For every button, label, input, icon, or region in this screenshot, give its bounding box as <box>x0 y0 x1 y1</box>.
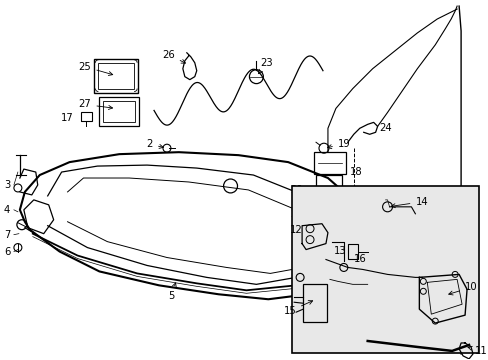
Text: 2: 2 <box>146 139 163 149</box>
Bar <box>313 152 345 174</box>
Text: 11: 11 <box>467 346 487 356</box>
Text: 8: 8 <box>357 205 363 215</box>
Text: 1: 1 <box>337 282 351 302</box>
Text: 9: 9 <box>373 207 379 217</box>
Bar <box>303 284 326 322</box>
Text: 27: 27 <box>79 99 112 109</box>
Bar <box>94 59 138 93</box>
Bar <box>99 96 139 126</box>
Text: 14: 14 <box>390 197 427 208</box>
Text: 10: 10 <box>448 282 477 295</box>
Text: 18: 18 <box>349 167 362 177</box>
Text: 24: 24 <box>379 123 391 133</box>
Circle shape <box>223 179 237 193</box>
Text: 25: 25 <box>79 62 112 76</box>
Text: 13: 13 <box>333 246 346 256</box>
Bar <box>291 186 478 353</box>
Bar <box>347 244 357 260</box>
Text: 26: 26 <box>162 50 185 63</box>
Text: 23: 23 <box>258 58 272 74</box>
Text: 22: 22 <box>336 219 360 233</box>
Bar <box>103 100 135 122</box>
Bar <box>315 175 341 196</box>
Bar <box>81 112 92 121</box>
Text: 19: 19 <box>327 139 350 149</box>
Text: 6: 6 <box>4 247 10 257</box>
Text: 5: 5 <box>167 283 176 301</box>
Bar <box>98 63 134 89</box>
Text: 3: 3 <box>4 180 10 190</box>
Text: 20: 20 <box>290 185 303 195</box>
Text: 17: 17 <box>61 113 74 123</box>
Text: 7: 7 <box>4 230 10 240</box>
Text: 21: 21 <box>290 209 303 219</box>
Text: 16: 16 <box>353 255 366 265</box>
Bar <box>315 198 341 218</box>
Text: 4: 4 <box>4 205 10 215</box>
Text: 12: 12 <box>289 225 302 235</box>
Text: 15: 15 <box>283 301 312 316</box>
